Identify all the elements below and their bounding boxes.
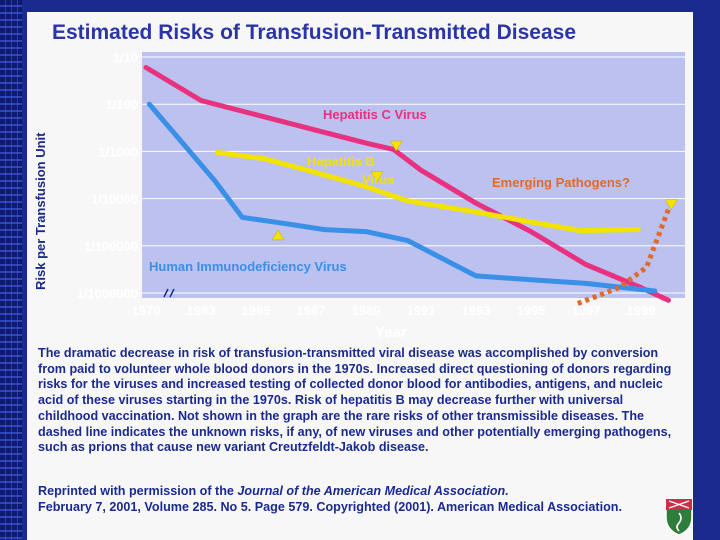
credit-prefix: Reprinted with permission of the (38, 484, 238, 498)
chart-svg: 1/101/1001/10001/100001/1000001/1000000 … (77, 50, 685, 341)
x-tick-labels: 1970 1983 1985 1987 1989 1991 1993 1995 1997 1999 (132, 303, 656, 318)
x-tick-label: 1999 (627, 303, 656, 318)
left-decorative-stripes (0, 0, 22, 540)
y-tick-label: 1/100000 (84, 239, 138, 254)
caption-paragraph: The dramatic decrease in risk of transfu… (38, 346, 672, 455)
annotation-marker (664, 199, 678, 211)
y-tick-label: 1/10 (113, 50, 138, 65)
annotation-hiv: Human Immunodeficiency Virus (149, 259, 347, 274)
x-tick-label: 1997 (572, 303, 601, 318)
y-tick-label: 1/1000000 (77, 286, 138, 301)
chart-title: Estimated Risks of Transfusion-Transmitt… (52, 21, 576, 44)
x-tick-label: 1970 (132, 303, 161, 318)
plot-area (142, 52, 685, 298)
annotation-markers (271, 140, 678, 241)
series-line-hepatitis-b-virus (215, 150, 641, 234)
credit-journal: Journal of the American Medical Associat… (237, 484, 509, 498)
y-tick-label: 1/100 (105, 97, 138, 112)
credit-suffix: February 7, 2001, Volume 285. No 5. Page… (38, 499, 622, 514)
crest-icon (665, 498, 693, 536)
x-tick-label: 1995 (517, 303, 546, 318)
x-axis-break (163, 288, 175, 298)
series-line-human-immunodeficiency-virus (146, 101, 658, 294)
annotation-emerging-pathogens: Emerging Pathogens? (492, 175, 630, 190)
annotation-marker (271, 229, 285, 241)
series-line-hepatitis-c-virus (143, 65, 671, 303)
annotation-marker (389, 140, 403, 152)
y-tick-label: 1/1000 (98, 144, 138, 159)
y-tick-labels: 1/10 1/100 1/1000 1/10000 1/100000 1/1000000 (77, 50, 138, 301)
x-tick-label: 1985 (242, 303, 271, 318)
x-tick-label: 1987 (297, 303, 326, 318)
annotation-hepatitis-b: Hepatitis B (307, 154, 375, 169)
annotation-hepatitis-b-line2: Virus (362, 172, 394, 187)
series-lines (143, 65, 671, 306)
gridlines (142, 56, 685, 294)
x-axis-label: Year (375, 324, 407, 341)
y-tick-label: 1/10000 (91, 192, 138, 207)
x-tick-label: 1991 (407, 303, 436, 318)
x-tick-label: 1993 (462, 303, 491, 318)
x-tick-label: 1989 (352, 303, 381, 318)
annotation-hepatitis-c: Hepatitis C Virus (323, 107, 427, 122)
x-tick-label: 1983 (187, 303, 216, 318)
annotation-marker (370, 171, 384, 183)
credit-block: Reprinted with permission of the Journal… (38, 484, 658, 515)
